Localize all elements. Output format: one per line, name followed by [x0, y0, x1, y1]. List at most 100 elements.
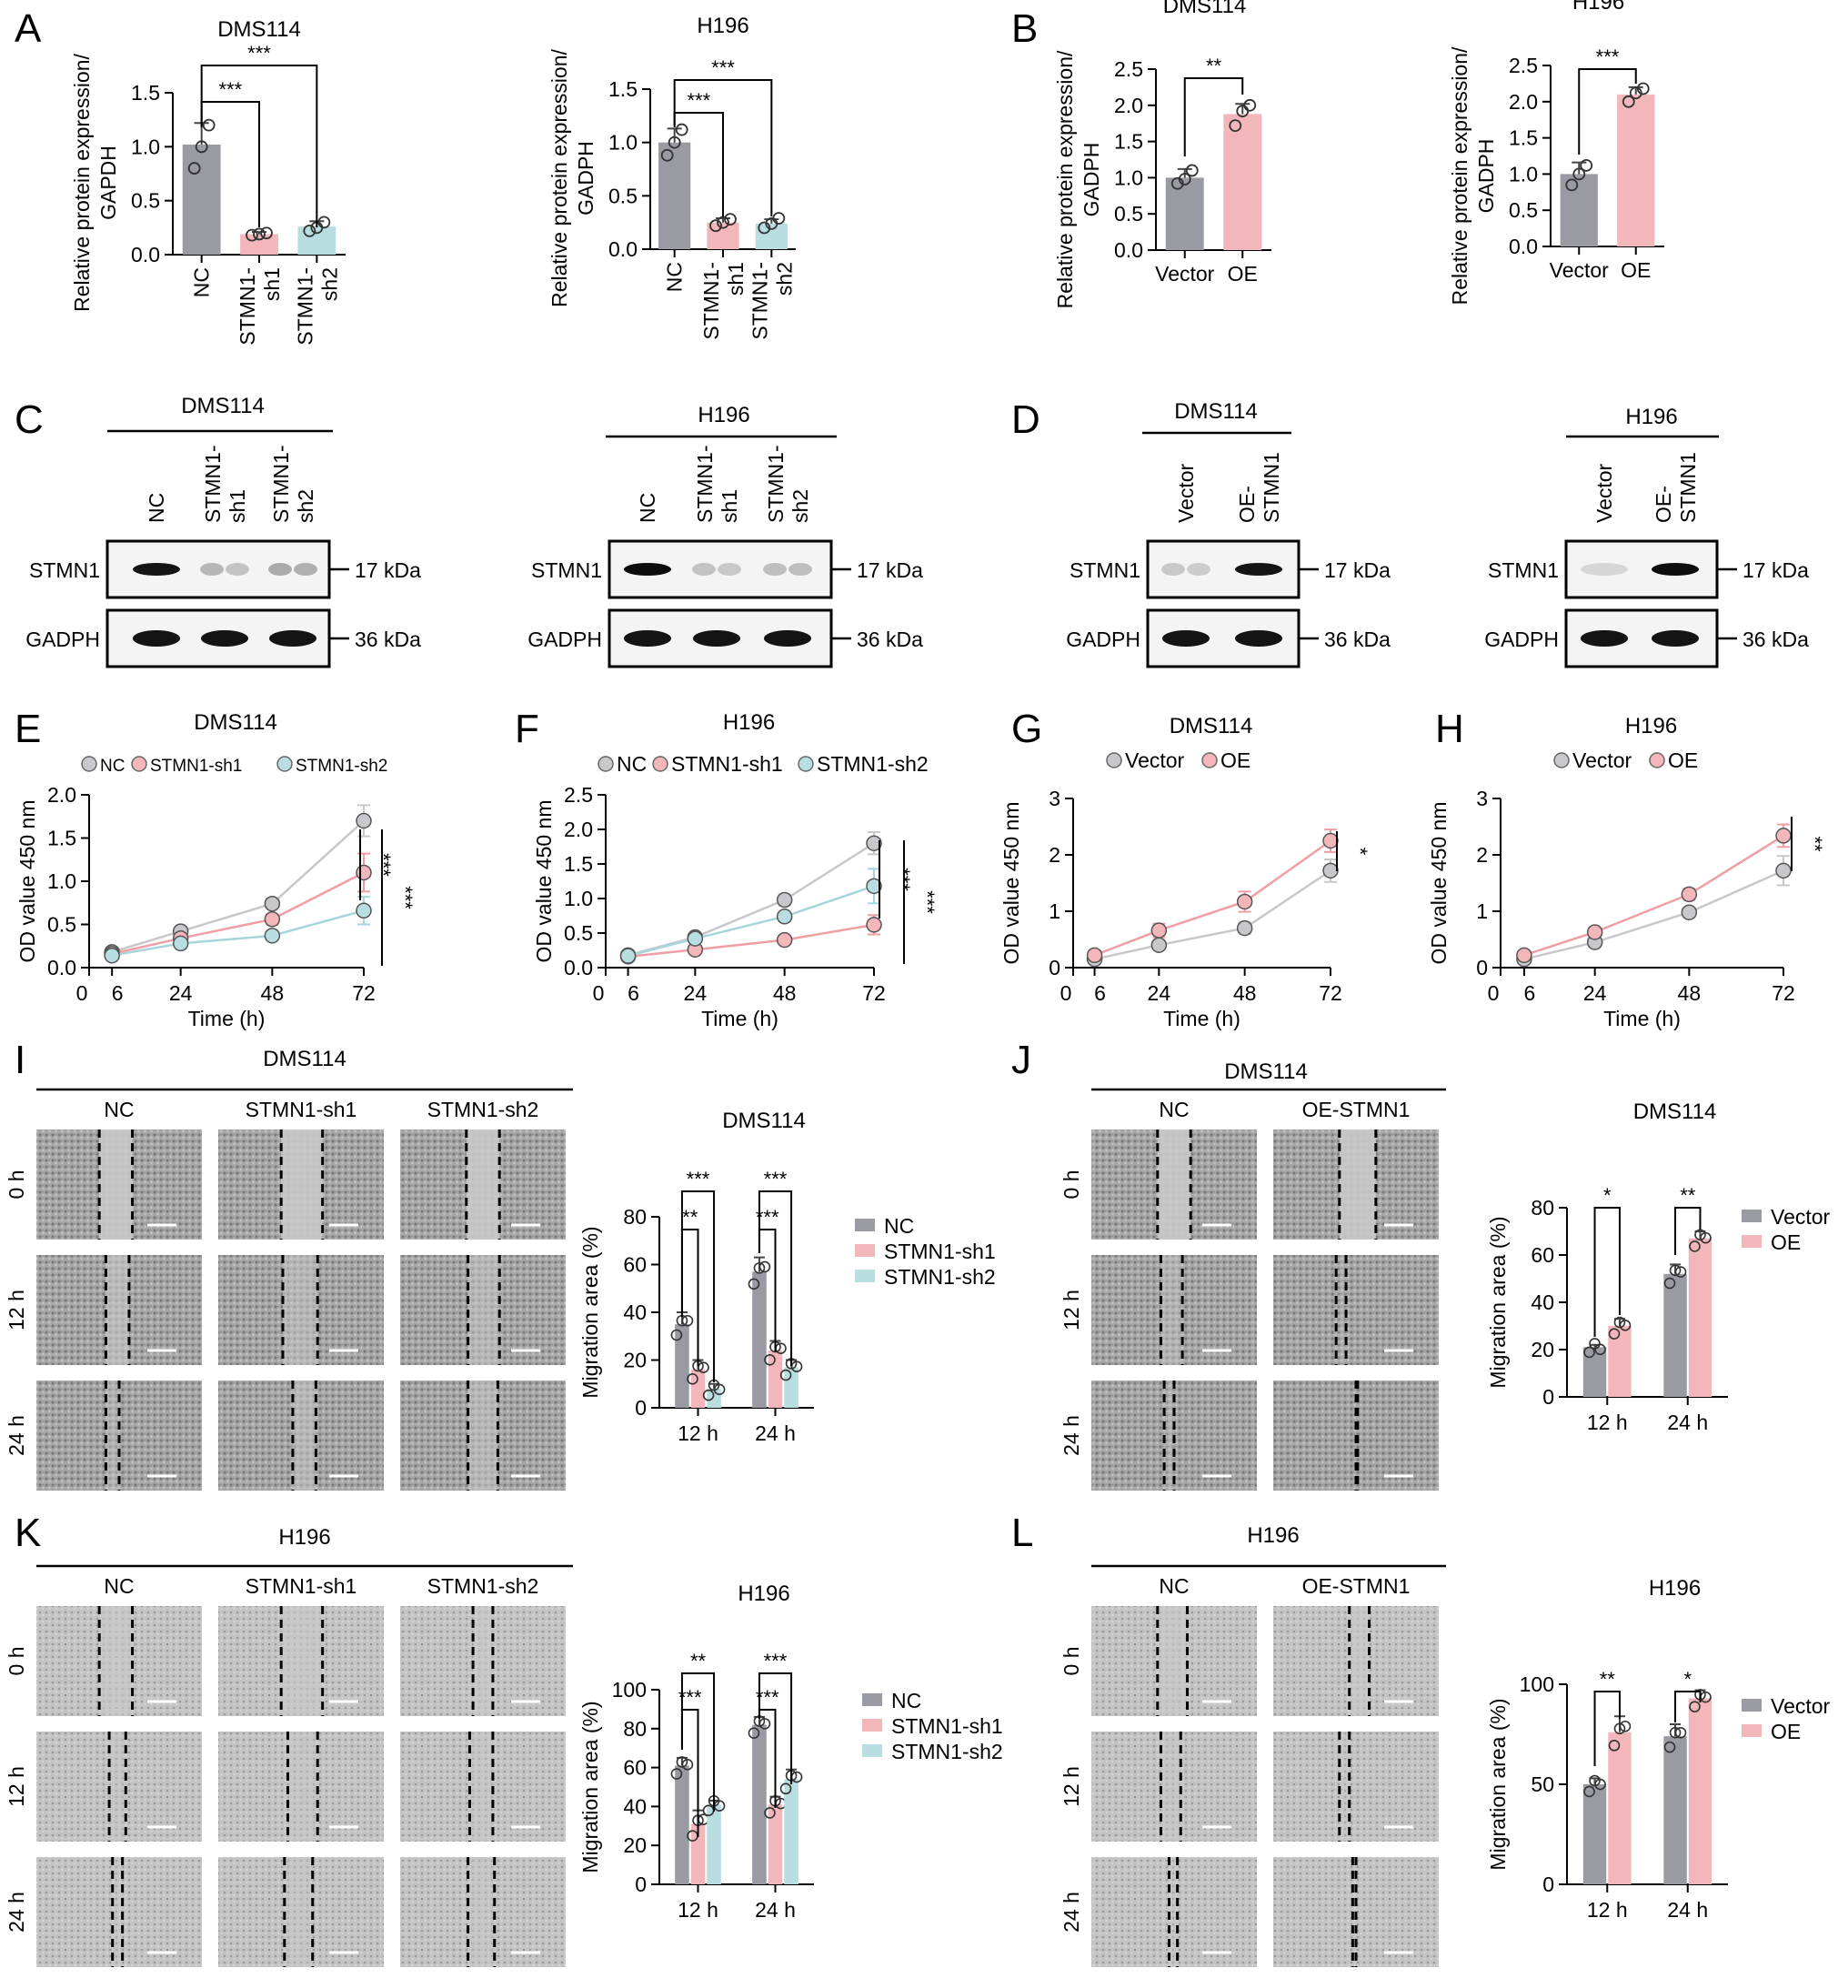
bar — [240, 234, 278, 255]
micrograph — [36, 1857, 202, 1967]
I-y-tick-label: 40 — [623, 1300, 647, 1324]
panel-letter-G: G — [1011, 707, 1042, 751]
mw-label: 17 kDa — [857, 558, 923, 582]
significance-bracket — [758, 1672, 793, 1784]
x-tick-label: 72 — [1772, 981, 1795, 1005]
data-point — [1619, 1320, 1632, 1331]
data-point — [1700, 1231, 1712, 1244]
panel-letter-J: J — [1011, 1038, 1031, 1082]
protein-label: STMN1 — [1070, 558, 1140, 582]
scratch-gap — [1157, 1606, 1188, 1716]
J-y-tick-label: 80 — [1531, 1196, 1554, 1220]
scratch-gap — [287, 1732, 318, 1842]
I-y-tick-label: 0 — [635, 1396, 647, 1420]
x-tick-label: STMN1-sh1 — [236, 267, 284, 346]
micrograph — [1273, 1255, 1439, 1365]
significance-label: *** — [247, 42, 271, 65]
chart-I: DMS114 Migration area (%) 0 20 40 60 80 12 h 24 … — [578, 1109, 996, 1445]
wb-title-d2: H196 — [1625, 405, 1677, 429]
column-label: OE-STMN1 — [1302, 1574, 1411, 1598]
J-y-tick-label: 40 — [1531, 1290, 1554, 1314]
scratch-gap — [99, 1606, 133, 1716]
scratch-gap — [99, 1130, 133, 1240]
chart-title: H196 — [1572, 0, 1624, 15]
data-point — [1586, 924, 1603, 940]
data-point — [709, 219, 722, 233]
row-label: 24 h — [1060, 1892, 1083, 1933]
bar — [690, 1823, 706, 1884]
significance-bracket — [1674, 1691, 1702, 1722]
x-tick-label: 72 — [1319, 981, 1342, 1005]
bar — [1223, 114, 1262, 251]
legend-label: Vector — [1572, 748, 1632, 772]
significance-bracket — [1183, 77, 1244, 156]
x-tick-label: 0 — [593, 981, 605, 1005]
y-axis-label-line: Relative protein expression/ — [1053, 50, 1077, 308]
scratch-gap — [1339, 1732, 1350, 1842]
chart-B1: DMS114 Relative protein expression/GADPH 0… — [1053, 0, 1271, 308]
series-line — [111, 819, 365, 954]
legend-marker — [1106, 752, 1122, 768]
data-point — [1663, 1277, 1676, 1290]
micrograph — [1091, 1732, 1257, 1842]
x-tick-label-line: STMN1- — [293, 267, 316, 346]
significance-label: * — [1349, 848, 1371, 856]
data-point — [619, 948, 637, 964]
x-tick-label: 24 — [684, 981, 708, 1005]
lane-label-line: OE- — [1652, 486, 1675, 523]
chart-B2: H196 Relative protein expression/GADPH 0.0… — [1448, 0, 1664, 305]
data-point — [698, 1361, 709, 1373]
lane-label-line: Vector — [1174, 463, 1198, 523]
data-point — [1775, 828, 1792, 844]
bar — [707, 1389, 721, 1408]
significance-label: *** — [711, 56, 735, 79]
x-tick-label: 12 h — [1587, 1898, 1628, 1922]
scratch-title-j: DMS114 — [1224, 1059, 1308, 1084]
y-axis-label: OD value 450 nm — [15, 800, 39, 963]
series-line — [628, 923, 875, 959]
blot-band — [268, 563, 292, 576]
data-point — [1583, 1346, 1595, 1359]
lane-label-line: NC — [636, 493, 659, 523]
E-y-tick-label: 0.0 — [47, 956, 76, 979]
lane-label: OE-STMN1 — [1652, 452, 1700, 523]
x-tick-label: OE — [1621, 258, 1651, 282]
data-point — [264, 911, 281, 928]
data-point — [776, 891, 793, 909]
significance-bracket — [673, 79, 773, 216]
significance-bracket — [1674, 1207, 1702, 1255]
data-point — [660, 148, 674, 162]
blot-band — [718, 563, 741, 576]
data-point — [1243, 98, 1257, 112]
lane-label-line: sh1 — [718, 489, 741, 523]
H-y-tick-label: 3 — [1476, 787, 1488, 810]
data-point — [356, 864, 372, 881]
A1-y-tick-label: 0.5 — [131, 189, 160, 213]
blot-band — [1235, 630, 1282, 647]
bar — [182, 144, 221, 255]
data-point — [172, 935, 189, 952]
series-line — [1523, 834, 1784, 957]
y-axis-label: Migration area (%) — [578, 1701, 602, 1873]
lane-label-line: STMN1 — [1676, 452, 1700, 523]
F-y-tick-label: 0.5 — [564, 921, 593, 945]
data-point — [866, 835, 882, 851]
data-point — [776, 931, 793, 949]
loading-label: GADPH — [527, 628, 602, 651]
series-line — [628, 885, 875, 958]
data-point — [1565, 178, 1579, 192]
mw-label: 17 kDa — [1324, 558, 1391, 582]
lane-label-line: OE- — [1235, 486, 1259, 523]
series-line — [1523, 869, 1784, 960]
J-y-tick-label: 20 — [1531, 1338, 1554, 1361]
data-point — [356, 902, 372, 919]
y-axis-label: Relative protein expression/GADPH — [547, 48, 598, 306]
legend-label: OE — [1771, 1720, 1801, 1743]
legend-swatch — [1742, 1699, 1762, 1712]
series-line — [111, 909, 365, 957]
scratch-grid-J: NC OE-STMN1 0 h 12 h 24 h — [1060, 1088, 1446, 1491]
row-label: 0 h — [5, 1647, 28, 1676]
y-axis-label-line: GAPDH — [96, 146, 120, 220]
lane-label-line: STMN1- — [201, 445, 225, 523]
lane-label: OE-STMN1 — [1235, 452, 1283, 523]
